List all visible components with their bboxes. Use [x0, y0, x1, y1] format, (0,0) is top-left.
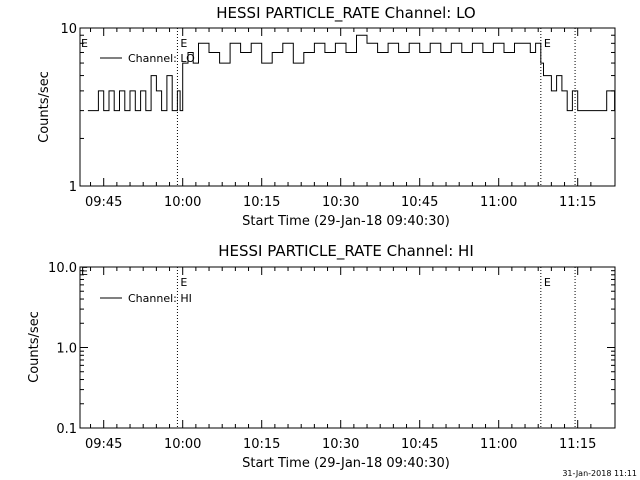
x-tick-label: 09:45	[85, 437, 122, 452]
event-marker-label: E	[544, 276, 551, 289]
chart-title-lo: HESSI PARTICLE_RATE Channel: LO	[216, 4, 475, 23]
event-marker-label: E	[180, 276, 187, 289]
y-tick-label: 0.1	[56, 422, 77, 437]
edge-marker-label-lo: E	[81, 37, 88, 50]
y-axis-hi: 0.1 1.0 10.0	[48, 261, 615, 437]
event-marker-label: E	[544, 37, 551, 50]
x-tick-label: 10:30	[322, 437, 359, 452]
y-tick-label: 1	[69, 180, 77, 195]
y-axis-label-lo: Counts/sec	[37, 71, 52, 143]
panel-lo: HESSI PARTICLE_RATE Channel: LO 1 10 09:4…	[37, 4, 616, 229]
series-line-channel-lo	[87, 34, 616, 139]
y-axis-label-hi: Counts/sec	[27, 311, 42, 383]
x-tick-label: 10:45	[401, 195, 438, 210]
x-axis-label-lo: Start Time (29-Jan-18 09:40:30)	[242, 214, 450, 229]
x-tick-label: 10:45	[401, 437, 438, 452]
x-tick-label: 09:45	[85, 195, 122, 210]
x-tick-label: 10:00	[164, 437, 201, 452]
legend-label-hi: Channel: HI	[128, 292, 192, 305]
footer-timestamp: 31-Jan-2018 11:11	[562, 469, 637, 478]
x-tick-label: 11:15	[559, 437, 596, 452]
x-tick-label: 10:30	[322, 195, 359, 210]
x-tick-label: 10:00	[164, 195, 201, 210]
event-marker-label: E	[180, 37, 187, 50]
x-axis-lo: 09:45 10:00 10:15 10:30 10:45 11:00 11:15	[85, 28, 596, 210]
x-axis-label-hi: Start Time (29-Jan-18 09:40:30)	[242, 456, 450, 471]
chart-title-hi: HESSI PARTICLE_RATE Channel: HI	[218, 242, 474, 261]
y-tick-label: 10	[60, 22, 77, 37]
x-tick-label: 11:00	[480, 195, 517, 210]
y-axis-lo: 1 10	[60, 22, 615, 195]
x-tick-label: 10:15	[243, 437, 280, 452]
x-tick-label: 11:15	[559, 195, 596, 210]
x-tick-label: 10:15	[243, 195, 280, 210]
legend-label-lo: Channel: LO	[128, 52, 195, 65]
y-tick-label: 10.0	[48, 261, 77, 276]
y-tick-label: 1.0	[56, 342, 77, 357]
x-tick-label: 11:00	[480, 437, 517, 452]
panel-hi: HESSI PARTICLE_RATE Channel: HI 0.1 1.0 10…	[27, 242, 616, 471]
x-axis-hi: 09:45 10:00 10:15 10:30 10:45 11:00 11:15	[85, 267, 596, 452]
edge-marker-label-hi: E	[81, 265, 88, 278]
